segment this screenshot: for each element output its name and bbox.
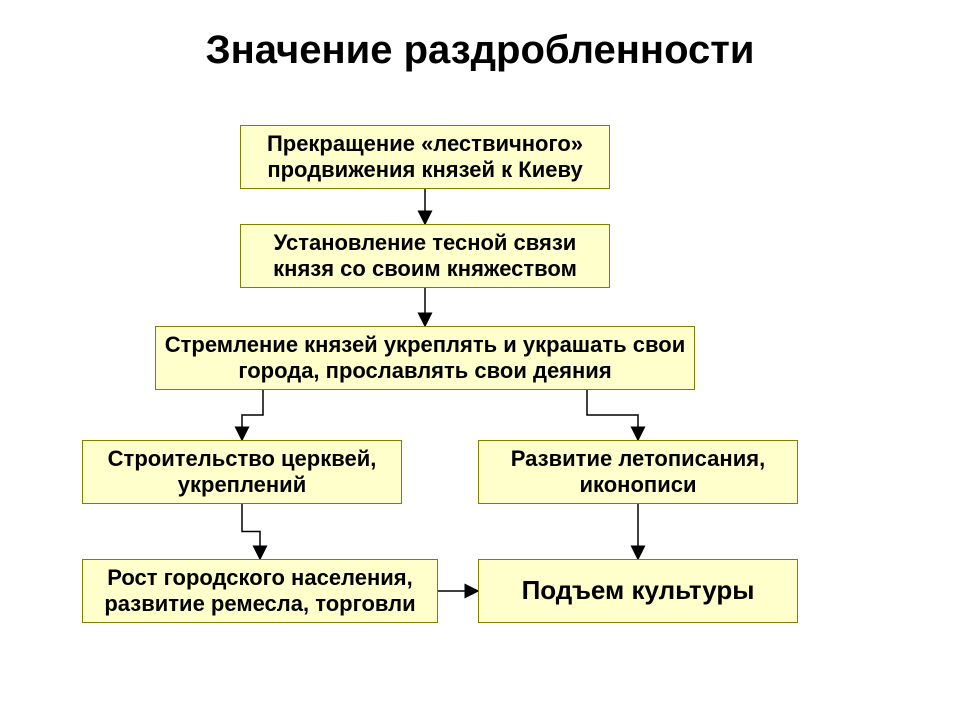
diagram-title: Значение раздробленности	[0, 28, 960, 73]
node-n7: Подъем культуры	[478, 559, 798, 623]
edge-n3-n5	[587, 390, 638, 440]
diagram-stage: Значение раздробленности Прекращение «ле…	[0, 0, 960, 720]
edge-n4-n6	[242, 504, 260, 559]
node-n6: Рост городского населения, развитие реме…	[82, 559, 438, 623]
node-n3: Стремление князей укреплять и украшать с…	[155, 326, 695, 390]
node-n4: Строительство церквей, укреплений	[82, 440, 402, 504]
node-n1: Прекращение «лествичного» продвижения кн…	[240, 125, 610, 189]
node-n2: Установление тесной связи князя со своим…	[240, 224, 610, 288]
node-n5: Развитие летописания, иконописи	[478, 440, 798, 504]
edge-n3-n4	[242, 390, 263, 440]
